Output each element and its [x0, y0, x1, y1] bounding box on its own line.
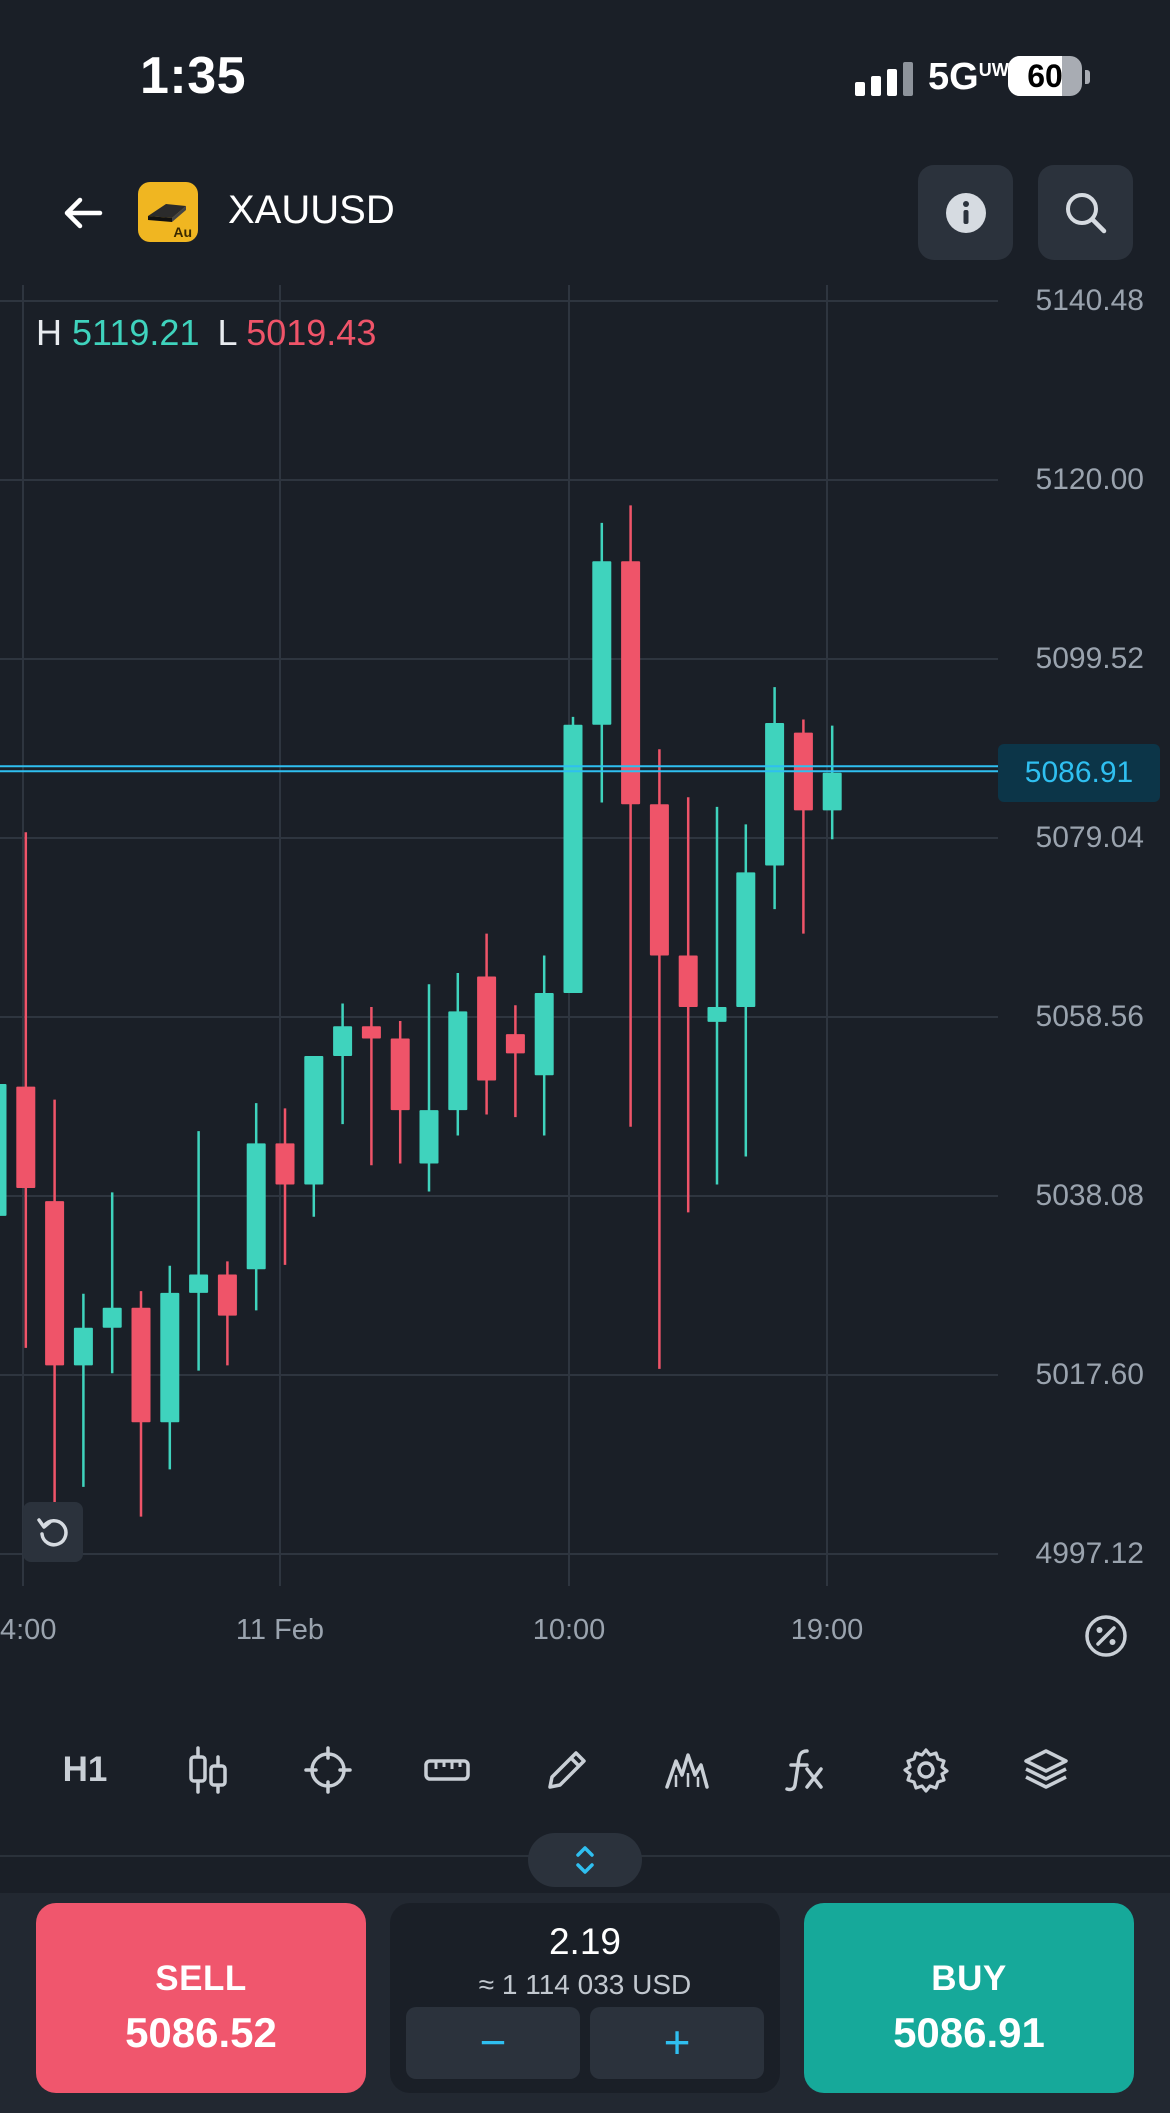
bullish-candle	[592, 561, 612, 725]
current-price-badge: 5086.91	[998, 744, 1160, 802]
reset-chart-button[interactable]	[23, 1502, 83, 1562]
bullish-candle	[707, 1007, 727, 1022]
ruler-icon[interactable]	[412, 1735, 482, 1805]
price-axis-label: 5079.04	[1035, 821, 1144, 854]
bullish-candle	[822, 772, 842, 811]
info-button[interactable]	[918, 165, 1013, 260]
sell-label: SELL	[155, 1959, 247, 1998]
time-axis-label: 4:00	[0, 1614, 57, 1646]
bearish-candle	[505, 1034, 525, 1054]
pencil-icon[interactable]	[532, 1735, 602, 1805]
price-axis-label: 5099.52	[1035, 642, 1144, 675]
buy-button[interactable]: BUY 5086.91	[804, 1903, 1134, 2093]
bearish-candle	[361, 1026, 381, 1039]
bearish-candle	[16, 1086, 36, 1188]
price-axis-label: 5038.08	[1035, 1179, 1144, 1212]
time-axis-label: 11 Feb	[235, 1614, 325, 1646]
low-label: L	[217, 312, 237, 353]
bullish-candle	[448, 1011, 468, 1111]
timeframe-button[interactable]: H1	[62, 1750, 108, 1789]
bearish-candle	[477, 976, 497, 1081]
chart-toolbar: H1	[0, 1735, 1170, 1805]
percent-scale-button[interactable]	[1078, 1608, 1134, 1664]
bearish-candle	[131, 1307, 151, 1423]
network-sup: UW	[978, 60, 1009, 80]
network-type: 5G	[928, 56, 979, 98]
bullish-candle	[246, 1143, 266, 1270]
reset-icon	[37, 1518, 68, 1547]
high-value: 5119.21	[72, 312, 200, 353]
symbol-icon-label: Au	[173, 224, 192, 240]
buy-label: BUY	[931, 1959, 1007, 1998]
price-axis-label: 4997.12	[1035, 1537, 1144, 1570]
price-axis-label: 5140.48	[1035, 284, 1144, 317]
battery-tip	[1085, 70, 1090, 84]
bullish-candle	[333, 1026, 353, 1056]
bullish-candle	[419, 1110, 439, 1164]
bullish-candle	[189, 1274, 209, 1293]
arrow-left-icon[interactable]	[58, 188, 108, 238]
bearish-candle	[621, 561, 641, 805]
sell-price: 5086.52	[125, 2009, 277, 2056]
search-button[interactable]	[1038, 165, 1133, 260]
price-axis-label: 5017.60	[1035, 1358, 1144, 1391]
network-indicator: 5GUW	[928, 56, 1009, 99]
bearish-candle	[275, 1143, 295, 1185]
fx-icon[interactable]	[771, 1735, 841, 1805]
price-axis-label: 5120.00	[1035, 463, 1144, 496]
gold-bar-icon: Au	[138, 182, 198, 242]
battery-icon: 60	[1008, 56, 1082, 96]
price-axis-label: 5058.56	[1035, 1000, 1144, 1033]
candlestick-chart[interactable]	[0, 0, 1170, 1600]
volume-plus-button[interactable]: +	[590, 2007, 764, 2079]
bearish-candle	[390, 1038, 410, 1111]
bullish-candle	[563, 724, 583, 994]
layers-icon[interactable]	[1011, 1735, 1081, 1805]
bearish-candle	[217, 1274, 237, 1316]
volume-box: 2.19 ≈ 1 114 033 USD − +	[390, 1903, 780, 2093]
bullish-candle	[534, 993, 554, 1076]
symbol-title[interactable]: XAUUSD	[228, 188, 395, 232]
volume-value[interactable]: 2.19	[548, 1921, 621, 1962]
low-value: 5019.43	[246, 312, 377, 353]
bullish-candle	[102, 1307, 122, 1328]
volume-usd: ≈ 1 114 033 USD	[478, 1969, 692, 2000]
high-low-readout: H 5119.21 L 5019.43	[36, 312, 376, 354]
bullish-candle	[765, 722, 785, 866]
cellular-signal-icon	[855, 62, 913, 96]
high-label: H	[36, 312, 62, 353]
gear-icon[interactable]	[891, 1735, 961, 1805]
percent-icon	[1085, 1615, 1127, 1657]
battery-level: 60	[1027, 58, 1063, 94]
indicators-icon[interactable]	[652, 1735, 722, 1805]
bullish-candle	[160, 1292, 180, 1423]
bullish-candle	[0, 1083, 7, 1216]
time-axis-label: 10:00	[532, 1614, 606, 1646]
bullish-candle	[736, 872, 756, 1008]
info-icon	[945, 192, 986, 233]
buy-price: 5086.91	[893, 2009, 1045, 2056]
crosshair-icon[interactable]	[293, 1735, 363, 1805]
candles-icon[interactable]	[173, 1735, 243, 1805]
time-axis-label: 19:00	[790, 1614, 864, 1646]
chevron-updown-icon	[576, 1846, 594, 1874]
sell-button[interactable]: SELL 5086.52	[36, 1903, 366, 2093]
expand-panel-handle[interactable]	[528, 1833, 642, 1887]
volume-minus-button[interactable]: −	[406, 2007, 580, 2079]
bullish-candle	[73, 1327, 93, 1366]
bearish-candle	[678, 955, 698, 1008]
search-icon	[1065, 192, 1106, 233]
bearish-candle	[45, 1201, 65, 1366]
status-time: 1:35	[140, 47, 247, 105]
bearish-candle	[649, 804, 669, 956]
bullish-candle	[304, 1055, 324, 1185]
